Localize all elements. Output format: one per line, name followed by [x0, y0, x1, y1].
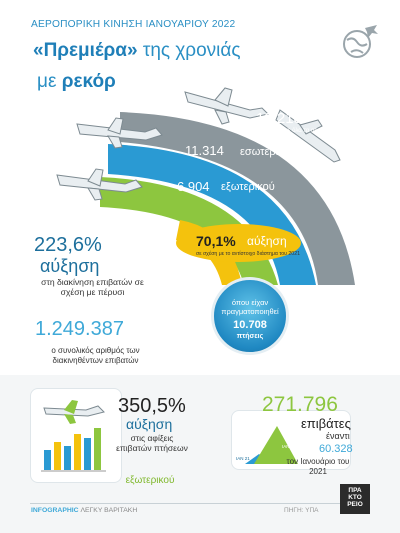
arrivals-increase-word: αύξηση	[126, 416, 173, 432]
passenger-increase-percent: 223,6%	[34, 234, 102, 256]
flights-circle	[211, 277, 289, 355]
flights-increase-badge	[176, 224, 301, 262]
airplane-icon	[76, 117, 163, 149]
circle-unit: πτήσεις	[236, 333, 264, 340]
domestic-flights-value: 11.314	[185, 143, 224, 158]
circle-value: 10.708	[233, 319, 267, 331]
label-jan22: ΙΑΝ 22	[282, 444, 296, 449]
globe-airplane-icon	[343, 25, 378, 58]
footer-author: ΛΕΓΚΥ ΒΑΡΙΤΑΚΗ	[80, 507, 138, 514]
domestic-flights-label: εσωτερικού	[240, 146, 296, 158]
main-title: «Πρεμιέρα» της χρονιάς	[33, 40, 241, 62]
flights-increase-description: σε σχέση με το αντίστοιχο διάστημα του 2…	[196, 251, 300, 257]
arrivals-increase-description: στις αφίξεις επιβατών πτήσεων	[116, 433, 188, 453]
publisher-logo: ΠΡΑ ΚΤΟ ΡΕΙΟ	[340, 484, 370, 514]
passengers-vs: έναντι	[326, 431, 350, 441]
main-title-rest: της χρονιάς	[142, 40, 241, 61]
arrivals-chart-icon	[41, 400, 106, 472]
footer-divider	[30, 503, 360, 504]
kicker-title: ΑΕΡΟΠΟΡΙΚΗ ΚΙΝΗΣΗ ΙΑΝΟΥΑΡΙΟΥ 2022	[31, 19, 236, 30]
subtitle-bold: ρεκόρ	[61, 71, 116, 92]
main-title-bold: «Πρεμιέρα»	[33, 40, 138, 61]
international-flights-value: 6.904	[177, 179, 210, 194]
total-flights-value: 18.218	[256, 110, 302, 127]
flights-increase-percent: 70,1%	[196, 233, 236, 249]
passengers-triangle-chart	[245, 426, 298, 464]
flights-increase-word: αύξηση	[247, 234, 287, 248]
circle-text: όπου είχαν πραγματοποιηθεί	[221, 298, 279, 316]
airplane-icon	[275, 109, 341, 163]
subtitle-pre: με	[37, 71, 57, 92]
arrivals-increase-type: εξωτερικού	[125, 475, 175, 486]
passengers-old-value: 60.328	[319, 443, 353, 455]
passengers-description: τον Ιανουάριο του 2021	[286, 457, 350, 476]
airplane-icon	[56, 168, 143, 201]
total-flights-label: πτήσεις σε όλα τα αεροδρόμια της χώρας	[262, 128, 372, 134]
passengers-word: επιβάτες	[301, 416, 351, 431]
footer-source: ΠΗΓΗ: ΥΠΑ	[284, 507, 319, 514]
footer-credit: INFOGRAPHIC ΛΕΓΚΥ ΒΑΡΙΤΑΚΗ	[31, 507, 137, 514]
footer-infographic-label: INFOGRAPHIC	[31, 507, 79, 514]
label-jan21: ΙΑΝ 21	[236, 456, 250, 461]
passenger-increase-word: αύξηση	[40, 256, 100, 276]
international-flights-label: εξωτερικού	[221, 181, 275, 193]
airplane-icon	[184, 87, 269, 125]
passenger-increase-description: στη διακίνηση επιβατών σε σχέση με πέρυσ…	[41, 277, 144, 297]
subtitle: με ρεκόρ	[37, 71, 116, 93]
arrivals-increase-percent: 350,5%	[118, 395, 186, 417]
total-passengers-value: 1.249.387	[35, 318, 124, 340]
total-passengers-description: ο συνολικός αριθμός των διακινηθέντων επ…	[51, 346, 140, 365]
passengers-value: 271.796	[262, 393, 338, 416]
